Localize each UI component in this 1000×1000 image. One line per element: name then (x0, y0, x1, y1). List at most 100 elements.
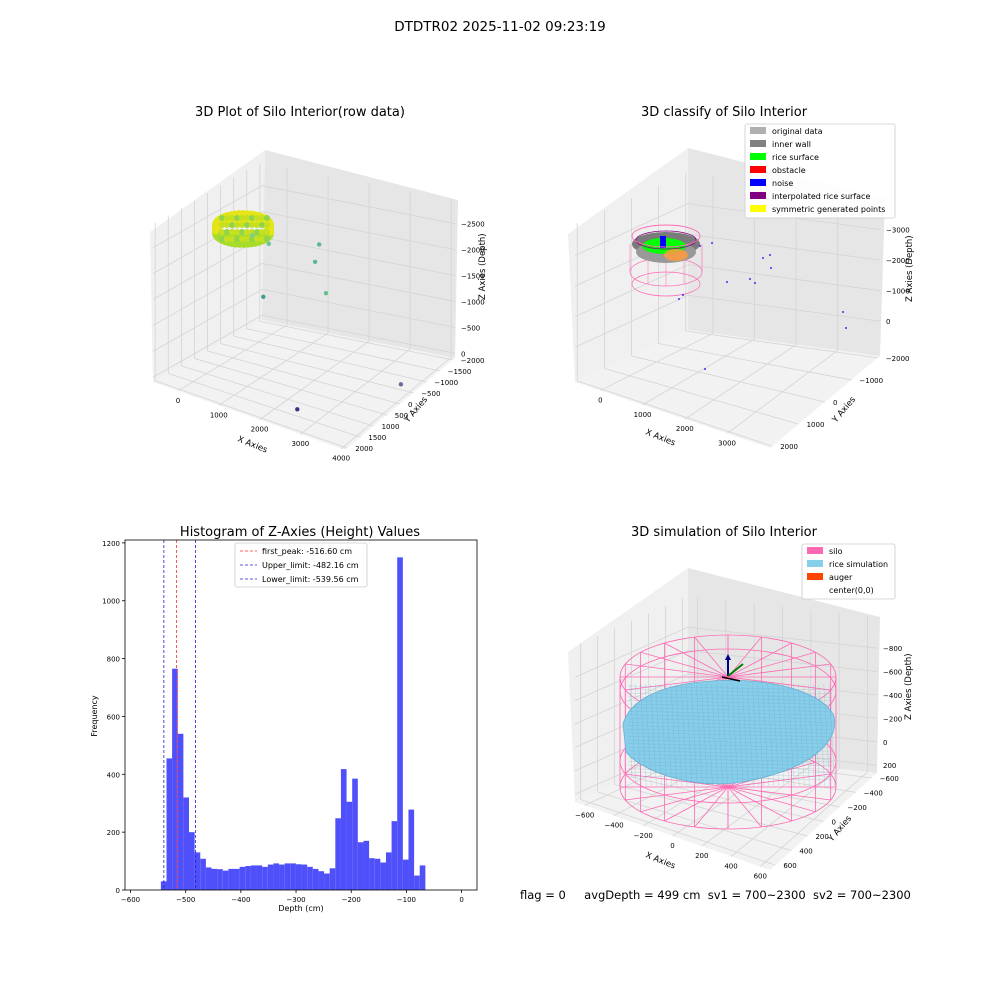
data-point (229, 229, 235, 235)
histogram-bar (267, 864, 274, 890)
data-point (259, 215, 265, 221)
grid-line (687, 294, 881, 322)
grid-line (574, 673, 689, 725)
noise-point (682, 294, 684, 296)
histogram-bar (217, 869, 223, 890)
grid-line (207, 350, 401, 405)
y-tick-label: −1500 (448, 368, 472, 376)
z-tick-label: −400 (883, 692, 902, 700)
data-point (224, 222, 230, 228)
mesh-line (680, 683, 688, 787)
legend-swatch (750, 166, 766, 173)
panel-classify-3d-title: 3D classify of Silo Interior (641, 105, 808, 120)
panel-simulation-3d-ylabel: Y Axies (826, 814, 854, 845)
panel-raw-3d-ticks: 01000200030004000−2000−1500−1000−5000500… (176, 221, 485, 463)
flag-readout: flag = 0 (520, 888, 566, 902)
noise-blob (660, 236, 666, 248)
histogram-bar (312, 868, 319, 890)
pane-back-right (262, 150, 458, 358)
status-footer: flag = 0 avgDepth = 499 cm sv1 = 700~230… (520, 888, 911, 902)
y-tick-label: 0 (832, 819, 836, 827)
legend-label: Lower_limit: -539.56 cm (262, 575, 359, 584)
mesh-line (716, 683, 723, 787)
grid-line (261, 185, 456, 225)
grid-line (155, 380, 348, 449)
data-point (229, 236, 235, 242)
panel-histogram: Histogram of Z-Axies (Height) Values −60… (90, 525, 478, 913)
x-tick-label: 600 (754, 873, 767, 881)
panel-simulation-3d-title: 3D simulation of Silo Interior (631, 525, 818, 540)
grid-line (152, 185, 263, 249)
noise-point (762, 257, 764, 259)
pane-floor (575, 330, 880, 448)
z-tick-label: −3000 (886, 227, 910, 235)
data-point (234, 236, 240, 242)
histogram-bar (391, 821, 398, 890)
silo-top-ring (631, 224, 701, 248)
mesh-line (721, 683, 728, 787)
y-tick-label: −1000 (434, 379, 458, 387)
histogram-vlines (163, 540, 196, 890)
noise-point (678, 298, 680, 300)
legend-label: interpolated rice surface (772, 192, 870, 201)
legend-label: center(0,0) (829, 586, 874, 595)
mesh-line (767, 683, 774, 787)
grid-line (261, 211, 456, 251)
panel-simulation-3d-zlabel: Z Axies (Depth) (904, 653, 914, 720)
panel-simulation-3d: 3D simulation of Silo Interior −600 −400 −… (568, 525, 914, 881)
mesh-line (655, 683, 662, 787)
data-point (249, 215, 255, 221)
noise-point (842, 311, 844, 313)
y-tick-label: 1000 (382, 423, 400, 431)
classified-silo-cluster (629, 224, 847, 370)
histogram-bar (357, 842, 364, 890)
mesh-line (627, 729, 833, 734)
silo-spoke (727, 651, 816, 678)
grid-line (152, 289, 263, 352)
grid-line (261, 314, 456, 354)
x-tick-label: 1000 (210, 411, 228, 419)
interp-surface-top (635, 230, 697, 250)
data-point (254, 229, 260, 235)
data-point (224, 229, 230, 235)
mesh-line (747, 683, 754, 787)
histogram-bar (284, 863, 291, 890)
silo-spoke (625, 663, 729, 678)
data-point (259, 222, 265, 228)
legend-swatch (750, 205, 766, 212)
mesh-line (736, 683, 744, 787)
y-tick-label: 2000 (355, 445, 373, 453)
data-point (259, 236, 265, 242)
histogram-bar (414, 875, 420, 890)
data-point (264, 229, 270, 235)
panel-raw-3d-title: 3D Plot of Silo Interior(row data) (195, 105, 405, 120)
noise-point (711, 242, 713, 244)
histogram-bar (228, 868, 235, 890)
histogram-bars (160, 557, 426, 890)
data-point (264, 215, 270, 221)
mesh-line (691, 683, 698, 787)
histogram-bar (419, 865, 426, 890)
data-point (317, 242, 322, 247)
z-tick-label: −1500 (461, 273, 485, 281)
grid-line (574, 626, 689, 678)
x-tick-label: −400 (604, 822, 623, 830)
data-point (264, 236, 270, 242)
grid-line (574, 650, 689, 701)
x-tick-label: 2000 (676, 425, 694, 433)
mesh-line (813, 683, 820, 787)
mesh-line (627, 696, 833, 701)
grid-line (168, 372, 361, 438)
noise-point (699, 245, 701, 247)
y-tick-label: −600 (880, 775, 899, 783)
mesh-line (627, 718, 833, 723)
auger-axis-y (727, 663, 744, 677)
histogram-bar (172, 668, 178, 890)
legend-box (801, 543, 896, 600)
mesh-line (627, 739, 833, 745)
legend-swatch (807, 573, 823, 580)
mesh-line (627, 721, 833, 727)
y-tick-label: 2000 (780, 443, 798, 451)
grid-line (261, 237, 456, 276)
